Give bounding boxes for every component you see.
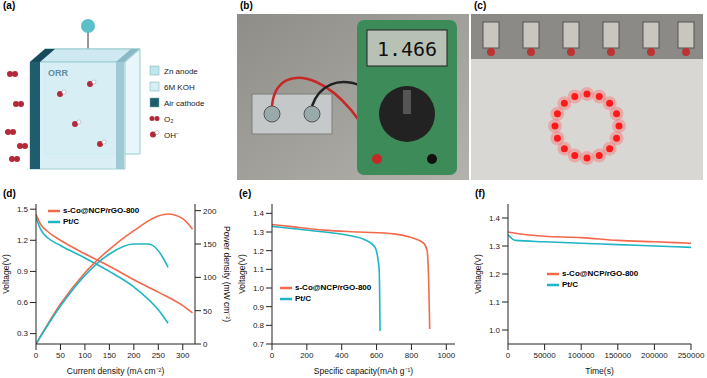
- svg-text:100: 100: [78, 351, 92, 360]
- html-text:(f): (f): [475, 188, 485, 199]
- svg-text:Zn anode: Zn anode: [164, 67, 198, 76]
- svg-text:0.9: 0.9: [17, 267, 29, 276]
- svg-text:0.8: 0.8: [253, 321, 265, 330]
- svg-text:Specific capacity(mAh g⁻¹): Specific capacity(mAh g⁻¹): [314, 366, 414, 376]
- svg-text:0: 0: [506, 351, 511, 360]
- svg-text:Time(s): Time(s): [585, 366, 614, 376]
- svg-text:1.4: 1.4: [253, 209, 265, 218]
- html-text:Pt/C: Pt/C: [295, 294, 311, 303]
- svg-text:1.3: 1.3: [253, 228, 265, 237]
- svg-text:100000: 100000: [568, 351, 595, 360]
- html-text:s-Co@NCP/rGO-800: s-Co@NCP/rGO-800: [562, 269, 639, 278]
- html-text:(c): (c): [474, 0, 487, 11]
- svg-text:200: 200: [203, 207, 217, 216]
- svg-text:0: 0: [270, 351, 275, 360]
- html-text:Pt/C: Pt/C: [63, 217, 79, 226]
- svg-text:1.1: 1.1: [253, 265, 265, 274]
- svg-text:ORR: ORR: [48, 68, 69, 78]
- svg-text:1.1: 1.1: [489, 298, 501, 307]
- html-text:(d): (d): [3, 188, 16, 199]
- svg-text:1.4: 1.4: [489, 214, 501, 223]
- svg-text:6M KOH: 6M KOH: [164, 83, 195, 92]
- svg-text:0.7: 0.7: [253, 340, 265, 349]
- svg-text:200: 200: [300, 351, 314, 360]
- svg-text:250: 250: [152, 351, 166, 360]
- html-text:(a): (a): [3, 0, 16, 11]
- html-text:s-Co@NCP/rGO-800: s-Co@NCP/rGO-800: [295, 283, 372, 292]
- svg-text:Voltage(V): Voltage(V): [1, 254, 11, 294]
- svg-text:0.3: 0.3: [17, 329, 29, 338]
- svg-text:50000: 50000: [533, 351, 556, 360]
- svg-text:Voltage(V): Voltage(V): [473, 254, 483, 294]
- svg-text:100: 100: [203, 273, 217, 282]
- html-text:Pt/C: Pt/C: [562, 280, 578, 289]
- svg-text:0: 0: [34, 351, 39, 360]
- svg-text:50: 50: [56, 351, 65, 360]
- svg-text:300: 300: [176, 351, 190, 360]
- svg-text:150: 150: [203, 240, 217, 249]
- html-text:(b): (b): [240, 0, 253, 11]
- svg-text:1.2: 1.2: [489, 270, 501, 279]
- svg-text:0: 0: [203, 340, 208, 349]
- svg-text:50: 50: [203, 307, 212, 316]
- svg-text:1000: 1000: [437, 351, 455, 360]
- html-text:(e): (e): [239, 188, 252, 199]
- svg-text:600: 600: [370, 351, 384, 360]
- svg-text:O₂: O₂: [164, 115, 173, 124]
- svg-text:150: 150: [103, 351, 117, 360]
- svg-text:150000: 150000: [604, 351, 631, 360]
- svg-text:1.3: 1.3: [489, 242, 501, 251]
- svg-text:200000: 200000: [641, 351, 668, 360]
- svg-text:Power density (mW cm⁻²): Power density (mW cm⁻²): [222, 226, 232, 322]
- svg-text:1.2: 1.2: [253, 247, 265, 256]
- svg-text:1.5: 1.5: [17, 205, 29, 214]
- svg-text:400: 400: [335, 351, 349, 360]
- svg-text:0.6: 0.6: [17, 298, 29, 307]
- svg-text:0.9: 0.9: [253, 303, 265, 312]
- svg-text:Air cathode: Air cathode: [164, 99, 205, 108]
- svg-text:Voltage(V): Voltage(V): [237, 254, 247, 294]
- svg-text:1.0: 1.0: [253, 284, 265, 293]
- svg-text:800: 800: [405, 351, 419, 360]
- svg-text:1.2: 1.2: [17, 236, 29, 245]
- html-text:s-Co@NCP/rGO-800: s-Co@NCP/rGO-800: [63, 206, 140, 215]
- svg-text:1.0: 1.0: [489, 326, 501, 335]
- svg-text:Current density (mA cm⁻²): Current density (mA cm⁻²): [67, 366, 165, 376]
- svg-text:200: 200: [127, 351, 141, 360]
- svg-text:250000: 250000: [678, 351, 705, 360]
- svg-text:1.466: 1.466: [377, 37, 437, 61]
- svg-text:OH⁻: OH⁻: [164, 131, 179, 140]
